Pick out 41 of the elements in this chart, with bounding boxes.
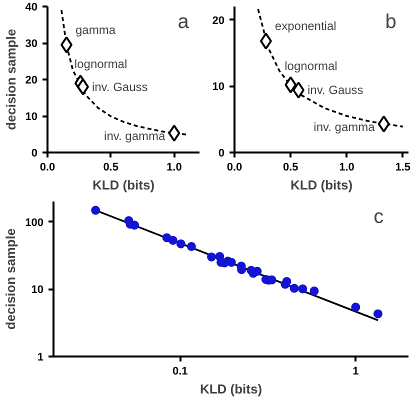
point <box>284 76 297 94</box>
point <box>292 82 304 99</box>
y-axis-title: decision sample <box>3 228 18 330</box>
annotation: exponential <box>274 19 336 34</box>
y-tick-label: 20 <box>212 14 225 27</box>
x-tick-label: 0.0 <box>40 162 56 174</box>
point <box>168 124 180 142</box>
x-tick-label: 0.5 <box>103 162 118 174</box>
y-tick-label: 0 <box>218 148 225 160</box>
annotation: lognormal <box>284 58 338 73</box>
annotation: lognormal <box>74 57 128 72</box>
y-tick-label: 30 <box>25 38 38 50</box>
point <box>378 115 390 132</box>
annotation: inv. gamma <box>314 120 376 134</box>
x-axis-title: KLD (bits) <box>92 178 155 192</box>
point <box>76 78 89 96</box>
x-tick-label: 1.0 <box>166 162 182 174</box>
annotation: b <box>385 10 396 33</box>
x-tick-label: 0.1 <box>172 366 188 378</box>
point <box>260 32 272 50</box>
x-axis-title: KLD (bits) <box>290 178 353 192</box>
y-tick-label: 20 <box>25 74 38 86</box>
x-axis-title: KLD (bits) <box>200 382 262 396</box>
annotation: gamma <box>76 22 116 37</box>
annotation: inv. Gauss <box>307 83 364 98</box>
annotation: inv. gamma <box>104 129 166 144</box>
y-tick-label: 1 <box>37 352 44 364</box>
y-tick-label: 10 <box>25 111 38 123</box>
annotation: a <box>178 10 190 33</box>
x-tick-label: 1.0 <box>339 162 354 174</box>
y-tick-label: 10 <box>31 284 44 296</box>
x-tick-label: 0.0 <box>226 162 242 174</box>
annotation: inv. Gauss <box>92 80 148 94</box>
y-tick-label: 10 <box>212 81 225 94</box>
x-tick-label: 1.5 <box>395 162 411 174</box>
x-tick-label: 0.5 <box>282 162 298 174</box>
y-tick-label: 100 <box>25 216 44 229</box>
y-axis-title: decision sample <box>3 28 18 130</box>
y-tick-label: 40 <box>25 2 38 14</box>
y-tick-label: 0 <box>31 148 38 160</box>
annotation: c <box>374 206 384 228</box>
